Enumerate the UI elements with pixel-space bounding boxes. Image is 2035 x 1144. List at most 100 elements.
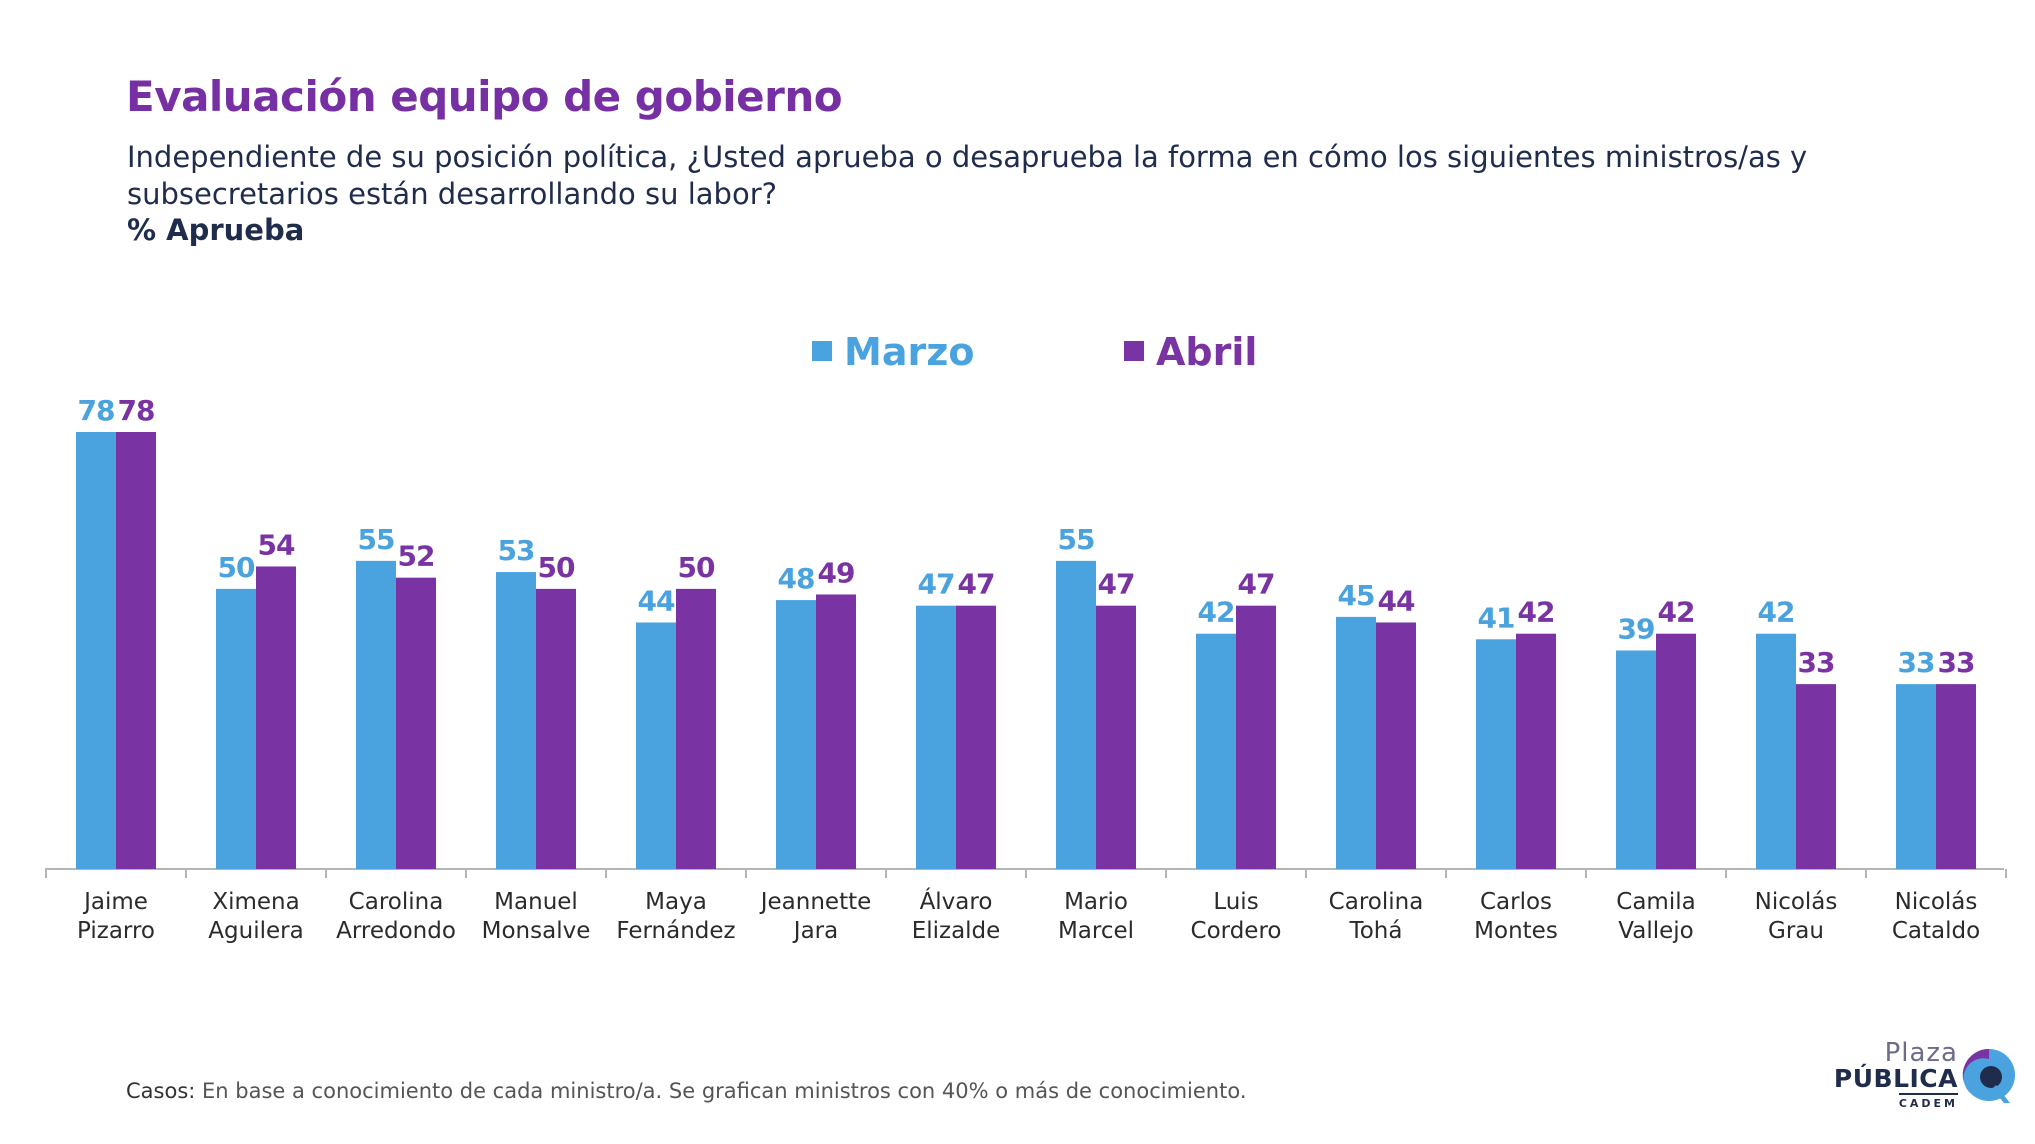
- metric-label: % Aprueba: [127, 213, 305, 247]
- data-label-marzo: 42: [1758, 596, 1795, 629]
- bar-abril: [1516, 633, 1556, 869]
- category-label: Camila: [1616, 889, 1695, 915]
- category-label: Álvaro: [920, 887, 993, 915]
- data-label-marzo: 55: [358, 523, 395, 556]
- bar-marzo: [76, 432, 116, 869]
- data-label-marzo: 50: [218, 551, 255, 584]
- category-label: Elizalde: [912, 918, 1001, 944]
- category-label: Carlos: [1480, 889, 1552, 915]
- data-label-marzo: 39: [1618, 613, 1655, 646]
- bar-marzo: [1476, 639, 1516, 869]
- footnote-text: En base a conocimiento de cada ministro/…: [195, 1079, 1247, 1103]
- bar-abril: [816, 594, 856, 869]
- data-label-abril: 42: [1518, 596, 1555, 629]
- bar-marzo: [356, 560, 396, 869]
- category-label: Nicolás: [1895, 889, 1978, 915]
- data-label-marzo: 55: [1058, 523, 1095, 556]
- data-label-abril: 47: [1238, 568, 1275, 601]
- chart-title: Evaluación equipo de gobierno: [126, 72, 843, 121]
- logo-line-publica: PÚBLICA: [1833, 1064, 1958, 1093]
- category-label: Jaime: [82, 889, 148, 915]
- category-label: Arredondo: [336, 918, 456, 944]
- category-label: Nicolás: [1755, 889, 1838, 915]
- bar-abril: [956, 605, 996, 869]
- data-label-abril: 78: [118, 394, 155, 427]
- bar-marzo: [1336, 616, 1376, 869]
- bar-abril: [1236, 605, 1276, 869]
- bar-marzo: [916, 605, 956, 869]
- bar-marzo: [1056, 560, 1096, 869]
- plaza-publica-cadem-logo: Plaza PÚBLICA CADEM: [1808, 1040, 2018, 1120]
- category-label: Manuel: [494, 889, 578, 915]
- data-label-abril: 49: [818, 556, 855, 589]
- logo-line-plaza: Plaza: [1884, 1038, 1958, 1068]
- bar-abril: [1936, 684, 1976, 869]
- bar-abril: [1376, 622, 1416, 869]
- data-label-abril: 44: [1378, 584, 1415, 617]
- category-label: Grau: [1768, 918, 1824, 944]
- data-label-marzo: 33: [1898, 646, 1935, 679]
- category-label: Tohá: [1349, 918, 1403, 944]
- category-label: Carolina: [349, 889, 444, 915]
- category-label: Jeannette: [759, 889, 872, 915]
- legend-label-abril: Abril: [1156, 330, 1257, 374]
- bar-marzo: [776, 600, 816, 869]
- category-label: Ximena: [212, 889, 299, 915]
- bar-abril: [1656, 633, 1696, 869]
- cadem-swirl-icon: [1962, 1048, 2015, 1103]
- data-label-marzo: 41: [1478, 601, 1515, 634]
- category-label: Carolina: [1329, 889, 1424, 915]
- category-label: Marcel: [1058, 918, 1134, 944]
- category-label: Vallejo: [1618, 918, 1693, 944]
- category-label: Cordero: [1191, 918, 1282, 944]
- data-label-marzo: 42: [1198, 596, 1235, 629]
- category-label: Jara: [792, 918, 838, 944]
- data-label-abril: 52: [398, 540, 435, 573]
- category-label: Cataldo: [1892, 918, 1980, 944]
- data-label-abril: 42: [1658, 596, 1695, 629]
- data-label-abril: 47: [1098, 568, 1135, 601]
- bar-marzo: [1196, 633, 1236, 869]
- data-label-abril: 47: [958, 568, 995, 601]
- bar-abril: [256, 566, 296, 869]
- category-label: Montes: [1474, 918, 1558, 944]
- bar-abril: [116, 432, 156, 869]
- data-label-marzo: 78: [78, 394, 115, 427]
- bar-abril: [1096, 605, 1136, 869]
- category-label: Luis: [1213, 889, 1258, 915]
- bar-marzo: [1756, 633, 1796, 869]
- bar-abril: [676, 588, 716, 869]
- data-label-abril: 33: [1798, 646, 1835, 679]
- legend-swatch-abril: [1124, 341, 1144, 361]
- data-label-abril: 54: [258, 528, 295, 561]
- category-label: Fernández: [616, 918, 735, 944]
- category-label: Aguilera: [208, 918, 303, 944]
- data-label-marzo: 48: [778, 562, 815, 595]
- data-label-marzo: 53: [498, 534, 535, 567]
- logo-wordmark: Plaza PÚBLICA CADEM: [1808, 1040, 1958, 1111]
- legend-swatch-marzo: [812, 341, 832, 361]
- bar-marzo: [636, 622, 676, 869]
- bar-marzo: [1616, 650, 1656, 869]
- bar-marzo: [216, 588, 256, 869]
- category-label: Maya: [645, 889, 707, 915]
- footnote-lead: Casos:: [126, 1079, 196, 1103]
- footnote: Casos: En base a conocimiento de cada mi…: [126, 1079, 1247, 1103]
- data-label-marzo: 44: [638, 584, 675, 617]
- bar-marzo: [496, 572, 536, 869]
- category-label: Mario: [1064, 889, 1128, 915]
- data-label-marzo: 45: [1338, 579, 1375, 612]
- survey-question: Independiente de su posición política, ¿…: [127, 140, 1808, 211]
- bar-marzo: [1896, 684, 1936, 869]
- bar-abril: [396, 577, 436, 869]
- category-label: Pizarro: [77, 918, 155, 944]
- category-label: Monsalve: [482, 918, 591, 944]
- data-label-marzo: 47: [918, 568, 955, 601]
- bar-abril: [1796, 684, 1836, 869]
- legend-label-marzo: Marzo: [844, 330, 974, 374]
- data-label-abril: 33: [1938, 646, 1975, 679]
- data-label-abril: 50: [678, 551, 715, 584]
- data-label-abril: 50: [538, 551, 575, 584]
- bar-abril: [536, 588, 576, 869]
